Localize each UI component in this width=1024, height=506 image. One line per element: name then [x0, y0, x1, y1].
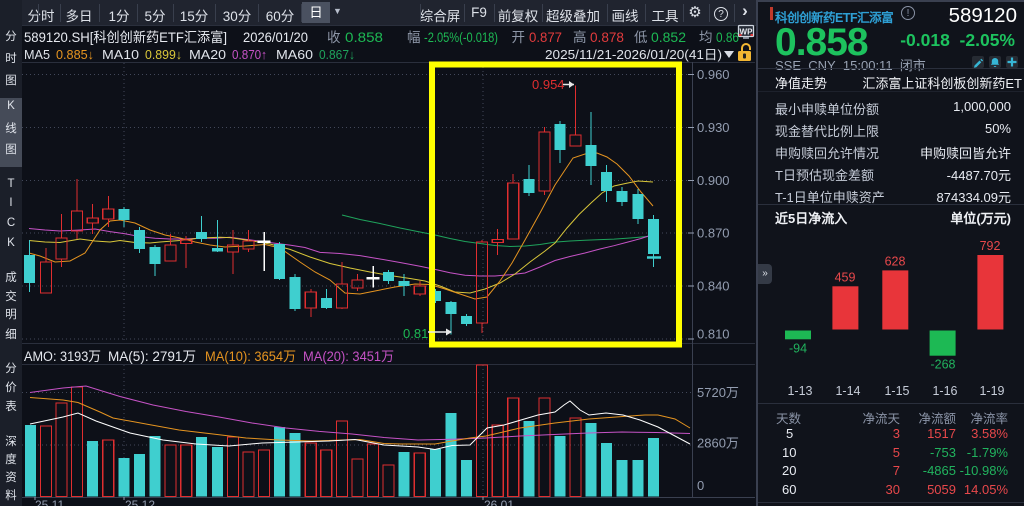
- svg-text:0.867↓: 0.867↓: [319, 47, 355, 62]
- svg-text:25.11: 25.11: [35, 498, 64, 506]
- svg-text:0.870↑: 0.870↑: [232, 47, 267, 62]
- svg-text:0.900: 0.900: [697, 173, 730, 188]
- svg-text:0.870: 0.870: [697, 226, 730, 241]
- svg-text:MA5: MA5: [24, 47, 50, 62]
- svg-text:25.12: 25.12: [125, 498, 155, 506]
- svg-text:2860万: 2860万: [697, 436, 739, 451]
- svg-text:MA(20): 3451万: MA(20): 3451万: [303, 349, 394, 364]
- svg-text:-268: -268: [930, 358, 955, 372]
- svg-text:0.852: 0.852: [651, 30, 686, 45]
- svg-text:-94: -94: [789, 341, 807, 355]
- svg-text:0.858: 0.858: [345, 30, 383, 45]
- svg-text:低: 低: [634, 30, 648, 45]
- svg-text:628: 628: [885, 254, 906, 268]
- svg-text:589120.SH[科创创新药ETF汇添富]: 589120.SH[科创创新药ETF汇添富]: [24, 29, 227, 45]
- svg-text:0.878: 0.878: [590, 30, 624, 45]
- svg-text:0.954: 0.954: [532, 77, 565, 92]
- svg-text:0.810: 0.810: [697, 327, 730, 342]
- svg-text:5720万: 5720万: [697, 385, 739, 400]
- svg-text:MA60: MA60: [276, 47, 313, 62]
- svg-text:0.899↓: 0.899↓: [145, 47, 182, 62]
- svg-text:MA(10): 3654万: MA(10): 3654万: [205, 349, 296, 364]
- svg-text:2025/11/21-2026/01/20(41日): 2025/11/21-2026/01/20(41日): [545, 48, 722, 62]
- svg-text:AMO: 3193万: AMO: 3193万: [24, 349, 101, 364]
- svg-text:幅: 幅: [407, 30, 421, 45]
- svg-text:WP: WP: [740, 28, 754, 37]
- svg-text:0: 0: [697, 478, 704, 493]
- svg-text:0.885↓: 0.885↓: [56, 47, 94, 62]
- svg-text:0.877: 0.877: [529, 30, 562, 45]
- svg-text:MA20: MA20: [189, 47, 226, 62]
- svg-text:26.01: 26.01: [484, 498, 514, 506]
- svg-text:MA10: MA10: [102, 47, 139, 62]
- svg-text:MA(5): 2791万: MA(5): 2791万: [108, 349, 196, 364]
- svg-text:0.840: 0.840: [697, 279, 730, 294]
- svg-text:0.81: 0.81: [403, 326, 428, 341]
- svg-text:459: 459: [835, 270, 856, 284]
- svg-text:792: 792: [980, 239, 1001, 253]
- svg-text:0.86: 0.86: [716, 30, 739, 45]
- svg-text:-2.05%(-0.018): -2.05%(-0.018): [424, 30, 498, 45]
- svg-text:收: 收: [327, 30, 341, 45]
- svg-text:0.930: 0.930: [697, 120, 730, 135]
- svg-text:高: 高: [573, 29, 587, 45]
- svg-text:2026/01/20: 2026/01/20: [243, 30, 308, 45]
- svg-text:0.960: 0.960: [697, 67, 730, 82]
- svg-text:开: 开: [512, 30, 526, 45]
- svg-text:均: 均: [699, 30, 713, 45]
